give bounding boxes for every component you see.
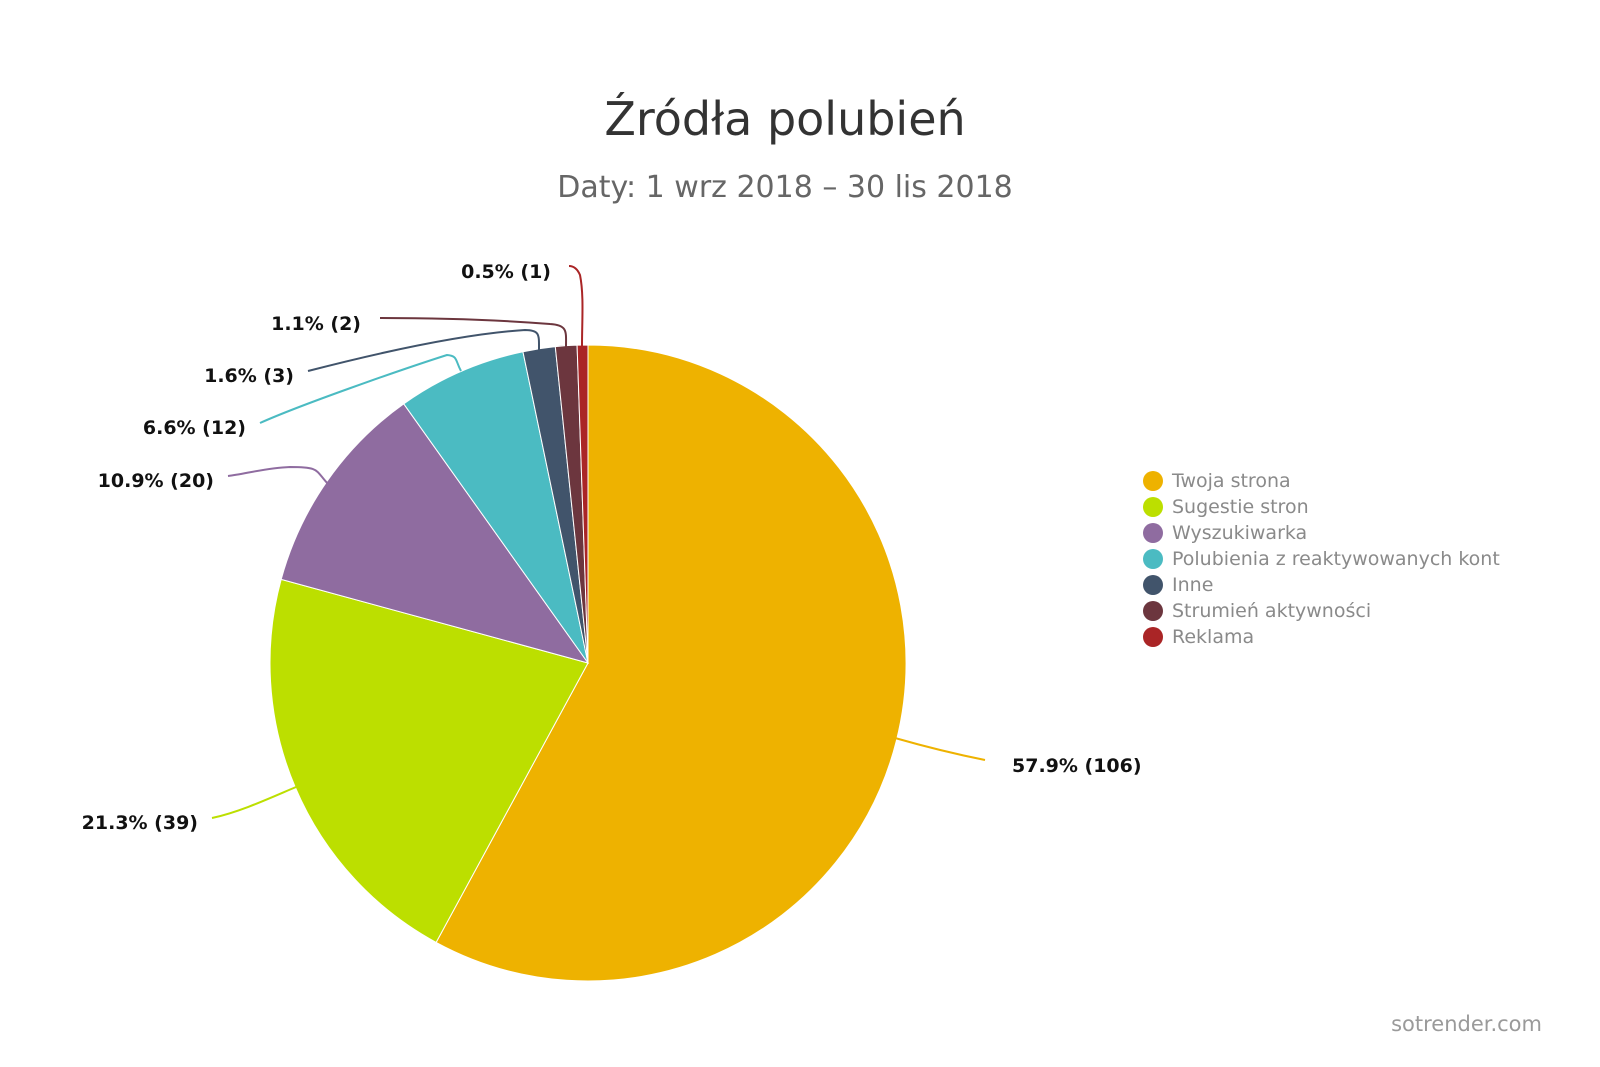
legend-swatch bbox=[1143, 523, 1163, 543]
legend-item[interactable]: Strumień aktywności bbox=[1143, 598, 1500, 624]
legend-swatch bbox=[1143, 601, 1163, 621]
legend-label: Reklama bbox=[1172, 626, 1255, 648]
leader-line bbox=[894, 737, 986, 761]
leader-line bbox=[307, 328, 541, 372]
chart-legend: Twoja strona Sugestie stron Wyszukiwarka Po… bbox=[1143, 468, 1500, 650]
chart-title: Źródła polubień bbox=[604, 92, 966, 146]
pie-slice-polubienia-z-reaktywowanych-kont[interactable] bbox=[403, 351, 589, 664]
leader-line bbox=[259, 353, 462, 424]
legend-swatch bbox=[1143, 627, 1163, 647]
legend-item[interactable]: Polubienia z reaktywowanych kont bbox=[1143, 546, 1500, 572]
chart-subtitle: Daty: 1 wrz 2018 – 30 lis 2018 bbox=[557, 170, 1013, 205]
legend-item[interactable]: Reklama bbox=[1143, 624, 1500, 650]
legend-label: Wyszukiwarka bbox=[1172, 522, 1308, 544]
legend-label: Strumień aktywności bbox=[1172, 600, 1372, 622]
data-label: 6.6% (12) bbox=[143, 417, 246, 439]
pie-slice-wyszukiwarka[interactable] bbox=[280, 403, 590, 664]
data-label: 1.1% (2) bbox=[271, 313, 361, 335]
data-label: 0.5% (1) bbox=[461, 261, 551, 283]
data-label: 1.6% (3) bbox=[204, 365, 294, 387]
legend-swatch bbox=[1143, 575, 1163, 595]
leader-line bbox=[227, 465, 329, 485]
legend-item[interactable]: Inne bbox=[1143, 572, 1500, 598]
legend-swatch bbox=[1143, 471, 1163, 491]
legend-item[interactable]: Sugestie stron bbox=[1143, 494, 1500, 520]
legend-swatch bbox=[1143, 549, 1163, 569]
data-label: 57.9% (106) bbox=[1012, 755, 1142, 777]
legend-label: Twoja strona bbox=[1172, 470, 1291, 492]
legend-label: Sugestie stron bbox=[1172, 496, 1309, 518]
legend-item[interactable]: Wyszukiwarka bbox=[1143, 520, 1500, 546]
data-label: 10.9% (20) bbox=[98, 470, 214, 492]
pie-slice-twoja-strona[interactable] bbox=[435, 344, 907, 982]
leader-line bbox=[211, 786, 297, 819]
data-label: 21.3% (39) bbox=[82, 812, 198, 834]
legend-swatch bbox=[1143, 497, 1163, 517]
legend-label: Polubienia z reaktywowanych kont bbox=[1172, 548, 1500, 570]
leader-line bbox=[379, 317, 568, 348]
legend-label: Inne bbox=[1172, 574, 1214, 596]
leader-line bbox=[568, 265, 584, 347]
legend-item[interactable]: Twoja strona bbox=[1143, 468, 1500, 494]
credit-label: sotrender.com bbox=[1391, 1012, 1542, 1036]
